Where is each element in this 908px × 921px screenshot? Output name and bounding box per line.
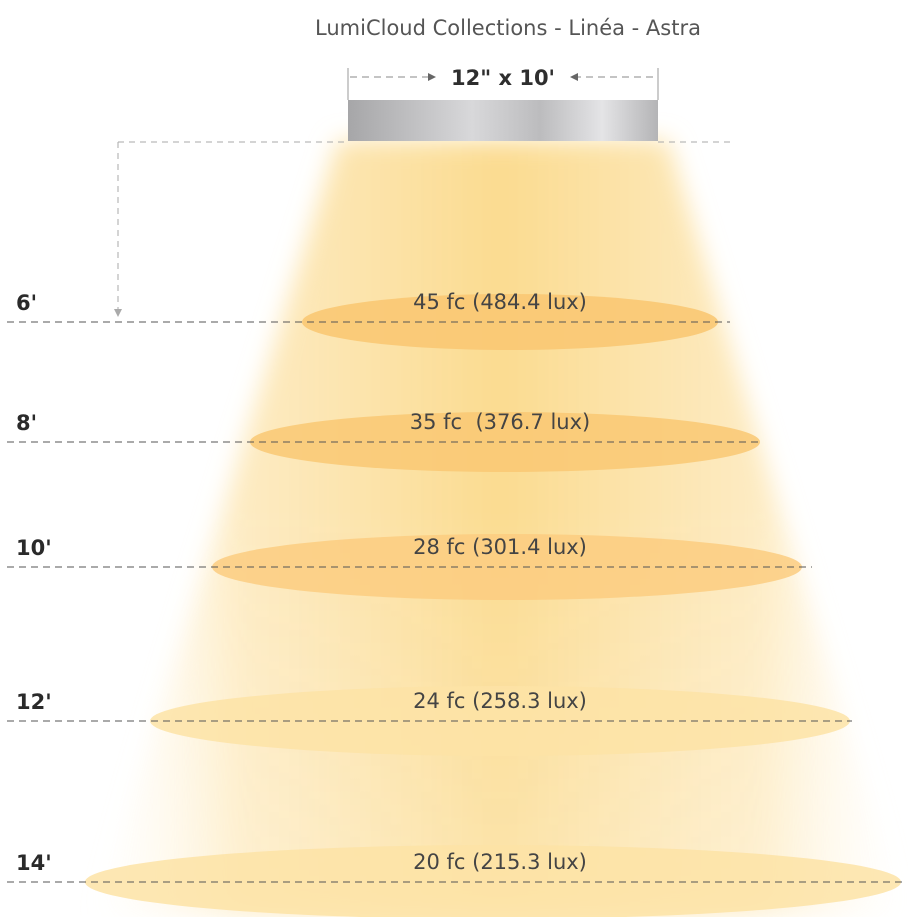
illuminance-reading: 20 fc (215.3 lux) — [413, 850, 587, 874]
illuminance-reading: 28 fc (301.4 lux) — [413, 535, 587, 559]
level-5: 14' 20 fc (215.3 lux) — [7, 845, 905, 919]
height-label: 6' — [16, 291, 37, 315]
height-label: 12' — [16, 690, 52, 714]
illuminance-reading: 45 fc (484.4 lux) — [413, 290, 587, 314]
mounting-height-leader — [114, 141, 735, 317]
level-3: 10' 28 fc (301.4 lux) — [7, 534, 812, 600]
level-2: 8' 35 fc (376.7 lux) — [7, 410, 762, 472]
illuminance-reading: 35 fc (376.7 lux) — [410, 410, 590, 434]
fixture-dimension: 12" x 10' — [347, 66, 659, 100]
height-label: 14' — [16, 851, 52, 875]
light-pool-ellipse — [302, 294, 718, 350]
illuminance-levels: 6' 45 fc (484.4 lux) 8' 35 fc (376.7 lux) 10… — [7, 290, 905, 919]
height-label: 8' — [16, 411, 37, 435]
light-pool-ellipse — [212, 534, 802, 600]
illuminance-reading: 24 fc (258.3 lux) — [413, 689, 587, 713]
height-label: 10' — [16, 536, 52, 560]
level-1: 6' 45 fc (484.4 lux) — [7, 290, 730, 350]
fixture-body — [348, 100, 658, 141]
level-4: 12' 24 fc (258.3 lux) — [7, 686, 852, 756]
arrow-down-icon — [114, 309, 122, 317]
diagram-title: LumiCloud Collections - Linéa - Astra — [315, 16, 701, 40]
light-beam — [95, 140, 905, 917]
fixture-dimension-label: 12" x 10' — [451, 66, 555, 90]
